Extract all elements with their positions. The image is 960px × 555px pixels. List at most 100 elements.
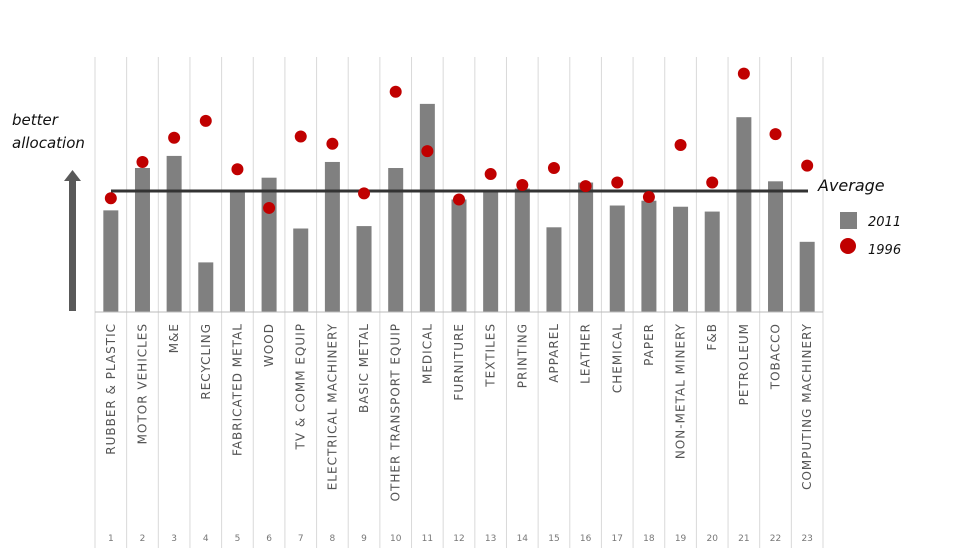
category-label: COMPUTING MACHINERY [800, 323, 814, 490]
bar [609, 205, 625, 312]
index-label: 15 [548, 534, 559, 544]
point [358, 187, 371, 200]
average-label: Average [817, 176, 885, 195]
bar [546, 227, 562, 312]
bar [293, 228, 309, 312]
point [579, 180, 592, 193]
index-label: 2 [140, 534, 146, 544]
bar [198, 262, 214, 312]
bar [704, 211, 720, 312]
index-label: 13 [485, 534, 496, 544]
scatter-series-1996 [104, 67, 814, 214]
point [737, 67, 750, 80]
index-label: 6 [266, 534, 272, 544]
bar [419, 103, 435, 312]
index-label: 12 [453, 534, 464, 544]
category-label: APPAREL [547, 323, 561, 383]
category-label: RECYCLING [199, 323, 213, 400]
legend: 2011 1996 [840, 212, 901, 258]
category-label: CHEMICAL [610, 323, 624, 393]
point [769, 128, 782, 141]
bar [356, 226, 372, 312]
index-label: 10 [390, 534, 402, 544]
category-label: OTHER TRANSPORT EQUIP [389, 323, 403, 501]
index-label: 11 [422, 534, 433, 544]
legend-swatch-1996 [840, 238, 856, 254]
bar [103, 210, 119, 312]
point [104, 192, 117, 205]
category-label: MOTOR VEHICLES [135, 323, 149, 444]
category-label: TEXTILES [484, 323, 498, 388]
index-label: 16 [580, 534, 592, 544]
bar [451, 199, 467, 312]
point [263, 201, 276, 214]
point [516, 178, 529, 191]
index-label: 3 [171, 534, 177, 544]
category-label: TV & COMM EQUIP [294, 323, 308, 450]
point [801, 159, 814, 172]
category-label: M&E [167, 323, 181, 353]
bar [324, 161, 340, 312]
point [294, 130, 307, 143]
bar [229, 191, 245, 312]
bar [768, 181, 784, 312]
category-label: LEATHER [579, 323, 593, 384]
category-label: FABRICATED METAL [230, 323, 244, 456]
category-label: TOBACCO [769, 323, 783, 390]
index-label: 21 [738, 534, 749, 544]
index-label: 17 [612, 534, 623, 544]
point [484, 168, 497, 181]
category-label: PRINTING [515, 323, 529, 388]
category-label: BASIC METAL [357, 323, 371, 413]
category-label: RUBBER & PLASTIC [104, 323, 118, 455]
point [231, 163, 244, 176]
point [199, 114, 212, 127]
legend-label-2011: 2011 [868, 215, 901, 230]
point [674, 139, 687, 152]
bar-series-2011 [103, 103, 815, 312]
bar [578, 182, 594, 312]
bar [134, 168, 150, 312]
index-label: 5 [235, 534, 241, 544]
index-labels: 1 2 3 4 5 6 7 8 9 10 11 12 13 14 15 16 17 18 19 20 21 22 23 [108, 534, 813, 544]
bar [483, 191, 499, 312]
point [453, 193, 465, 206]
up-arrow-icon [64, 170, 81, 311]
index-label: 7 [298, 534, 304, 544]
point [136, 155, 149, 168]
point [326, 137, 339, 150]
index-label: 18 [643, 534, 655, 544]
point [642, 191, 655, 204]
index-label: 1 [108, 534, 114, 544]
grid-lines [94, 57, 824, 548]
category-labels: RUBBER & PLASTIC MOTOR VEHICLES M&E RECYCLI… [104, 323, 814, 501]
y-label-line-2: allocation [12, 134, 85, 152]
bar [641, 200, 657, 312]
bar [736, 117, 752, 312]
point [168, 131, 181, 144]
category-label: MEDICAL [420, 323, 434, 384]
category-label: WOOD [262, 323, 276, 367]
index-label: 23 [801, 534, 812, 544]
category-label: PETROLEUM [737, 323, 751, 405]
point [421, 145, 434, 158]
point [547, 162, 560, 175]
y-label-line-1: better [12, 111, 59, 129]
legend-label-1996: 1996 [868, 243, 901, 258]
index-label: 9 [361, 534, 367, 544]
category-label: FURNITURE [452, 323, 466, 401]
bar [514, 188, 530, 312]
index-label: 14 [517, 534, 529, 544]
bar [166, 155, 182, 312]
bar [261, 177, 277, 312]
point [389, 85, 402, 98]
index-label: 19 [675, 534, 687, 544]
category-label: PAPER [642, 323, 656, 366]
point [706, 176, 719, 189]
bar [799, 241, 815, 312]
index-label: 4 [203, 534, 209, 544]
index-label: 22 [770, 534, 781, 544]
y-axis-annotation: better allocation [12, 111, 85, 311]
category-label: ELECTRICAL MACHINERY [325, 323, 339, 490]
